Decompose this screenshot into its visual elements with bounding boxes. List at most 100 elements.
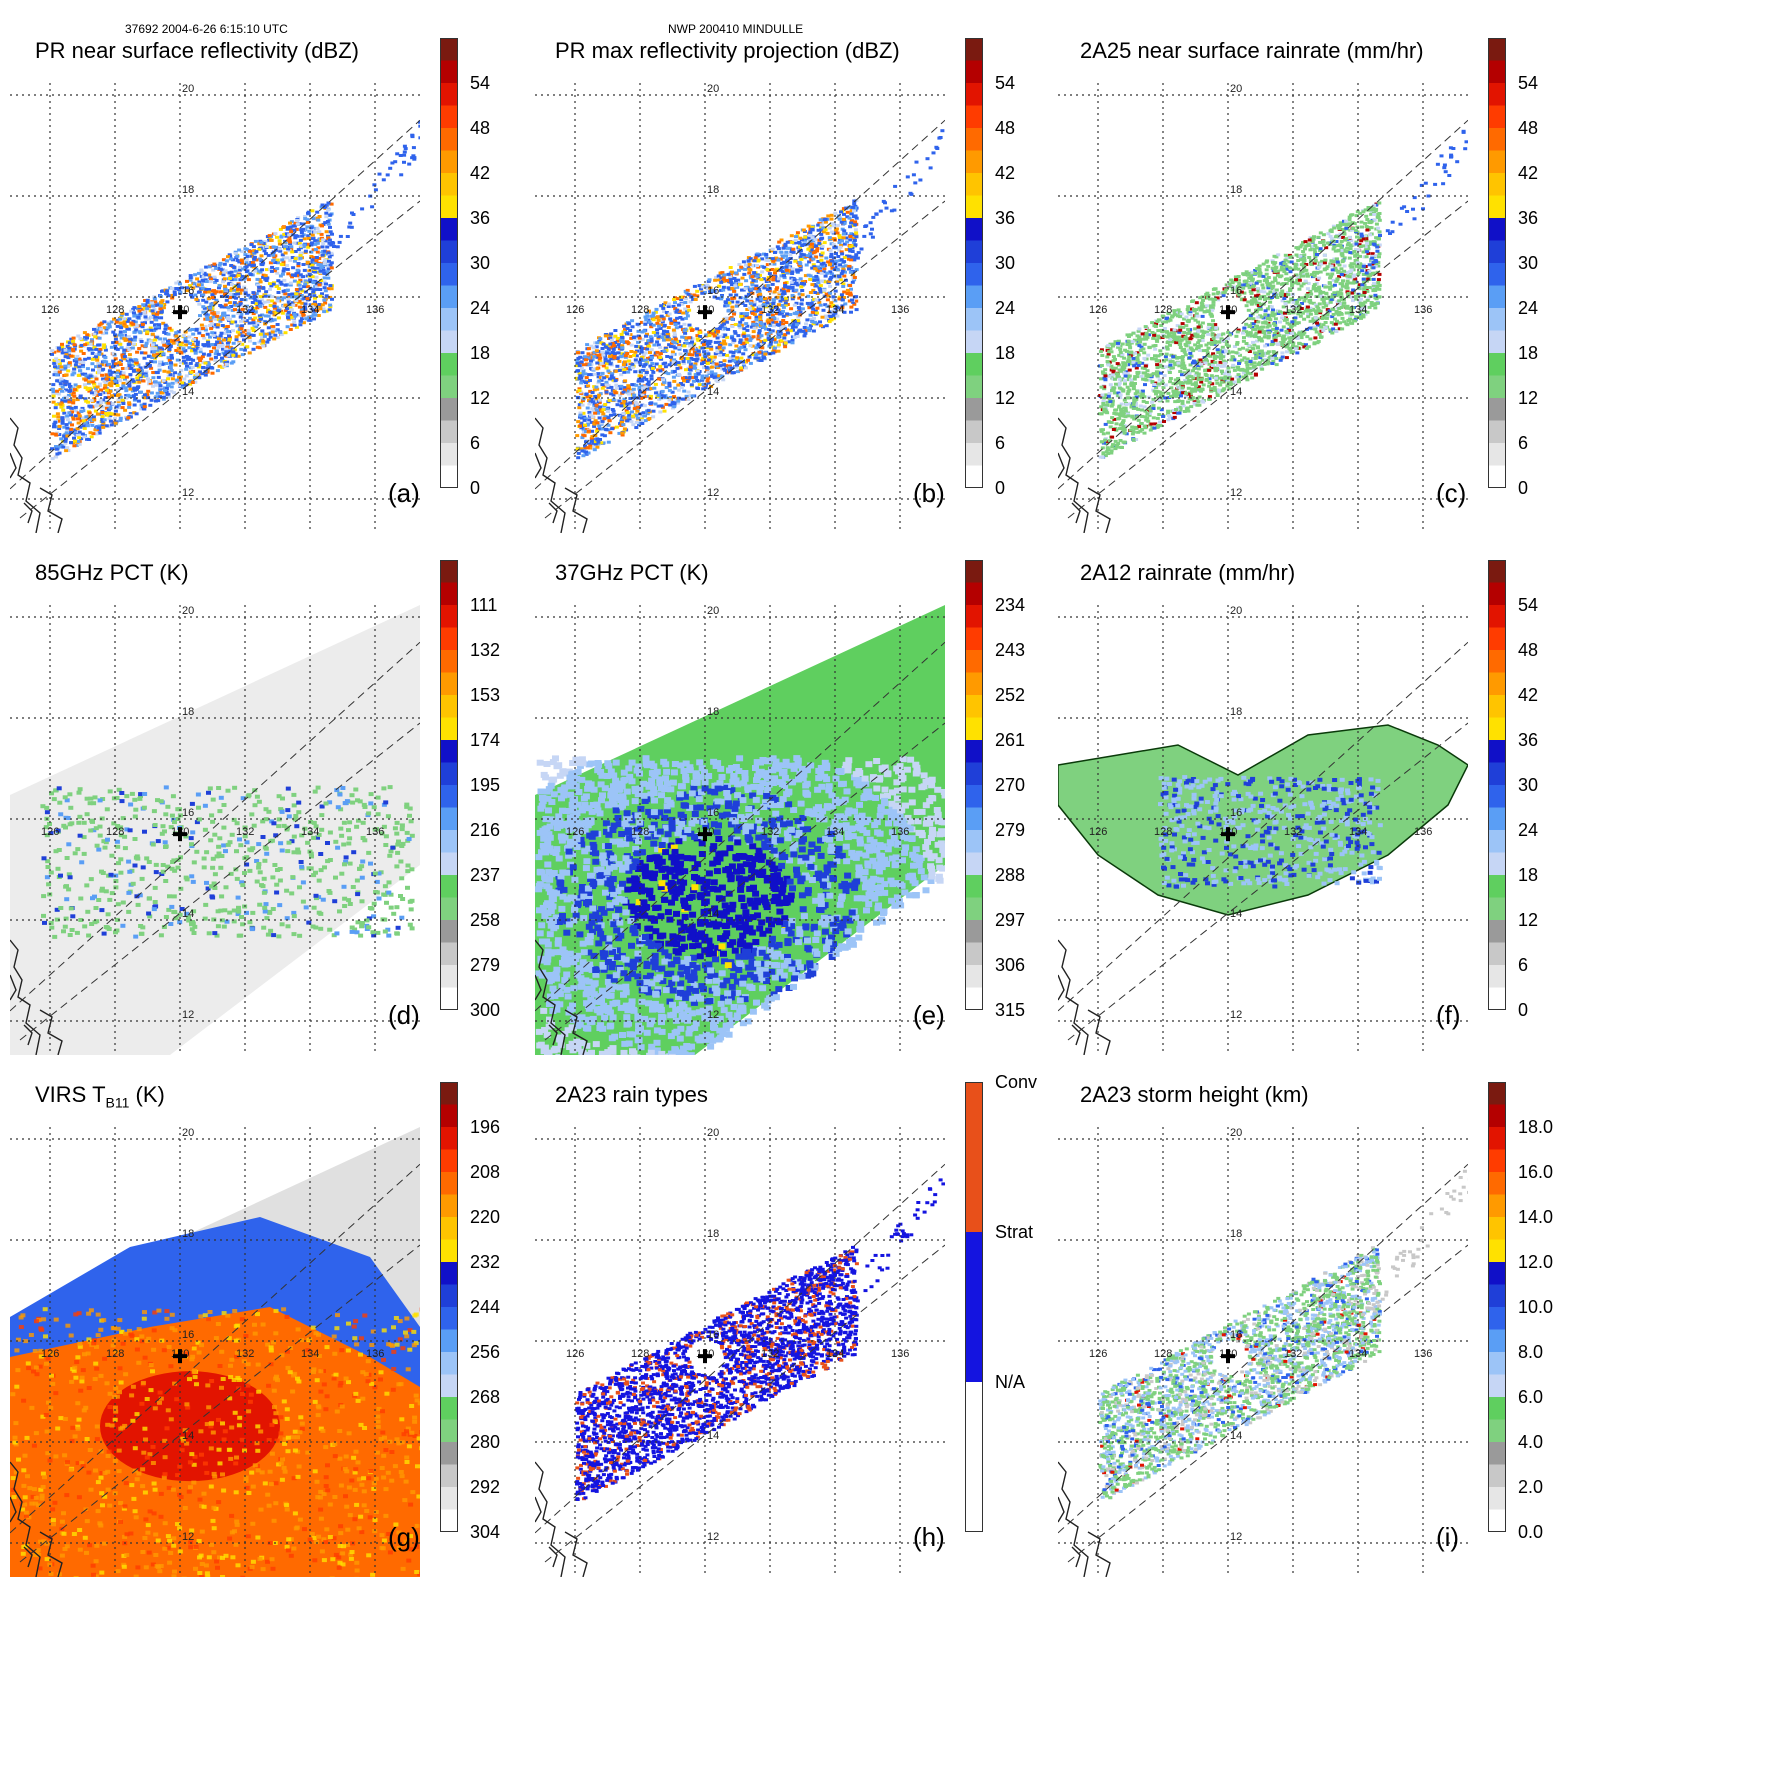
pr-pixel <box>229 264 234 267</box>
pr-pixel <box>190 295 195 299</box>
pr-pixel <box>252 257 257 261</box>
pr-pixel <box>727 301 732 305</box>
pr-pixel <box>92 346 97 350</box>
pr-pixel <box>263 305 268 309</box>
pr-pixel <box>656 324 661 328</box>
pr-pixel <box>743 304 748 307</box>
pr-pixel <box>316 218 321 222</box>
pr-pixel <box>123 377 127 381</box>
pr-pixel <box>172 290 177 294</box>
pr-pixel <box>755 274 760 278</box>
pr-pixel <box>278 280 283 284</box>
pr-pixel <box>603 427 608 431</box>
pr-pixel <box>187 328 192 332</box>
pr-pixel <box>676 399 681 403</box>
pr-pixel <box>578 411 583 415</box>
pr-pixel <box>718 325 723 329</box>
pr-pixel <box>305 297 310 301</box>
pr-pixel <box>709 347 714 351</box>
pr-pixel <box>722 335 726 339</box>
pr-pixel <box>79 437 84 441</box>
pr-pixel <box>636 334 641 338</box>
pr-pixel <box>314 256 319 259</box>
pr-pixel <box>80 372 85 376</box>
colorbar-tick-label: 0 <box>470 478 481 498</box>
pr-pixel <box>633 400 638 404</box>
pr-pixel <box>299 231 304 234</box>
pr-pixel <box>847 205 852 209</box>
pr-pixel <box>74 357 79 361</box>
pr-pixel <box>808 245 813 249</box>
pr-pixel <box>677 309 682 313</box>
pr-pixel <box>293 221 298 225</box>
pr-pixel <box>738 340 743 344</box>
pr-pixel <box>829 255 834 259</box>
pr-pixel <box>293 257 298 261</box>
pr-pixel <box>53 420 58 424</box>
pr-pixel <box>349 225 354 229</box>
pr-pixel <box>72 367 77 371</box>
pr-pixel <box>599 441 604 445</box>
pr-pixel <box>66 365 71 368</box>
pr-pixel <box>282 233 287 236</box>
pr-pixel <box>620 402 625 405</box>
pr-pixel <box>657 398 662 401</box>
pr-pixel <box>132 314 137 318</box>
pr-pixel <box>169 385 174 389</box>
pr-pixel <box>595 387 600 391</box>
pr-pixel <box>326 267 331 271</box>
pr-pixel <box>222 270 227 274</box>
pr-pixel <box>161 289 166 293</box>
pr-pixel <box>817 286 822 290</box>
pr-pixel <box>240 274 244 278</box>
pr-pixel <box>162 369 167 373</box>
pr-pixel <box>220 356 224 360</box>
pr-pixel <box>722 367 727 371</box>
pr-pixel <box>125 327 130 331</box>
pr-pixel <box>252 294 257 298</box>
pr-pixel <box>576 351 581 355</box>
pr-pixel <box>139 351 144 355</box>
pr-pixel <box>802 334 807 338</box>
pr-pixel <box>778 290 783 294</box>
pr-pixel <box>648 358 653 362</box>
pr-pixel <box>269 269 274 273</box>
pr-pixel <box>294 325 299 329</box>
pr-pixel <box>820 251 825 255</box>
pr-pixel <box>194 344 199 348</box>
pr-pixel <box>731 351 736 354</box>
pr-pixel <box>103 356 108 359</box>
pr-pixel <box>57 433 62 436</box>
pr-pixel <box>636 416 641 420</box>
pr-pixel <box>700 291 705 295</box>
pr-pixel <box>295 241 300 245</box>
pr-pixel <box>257 314 262 318</box>
pr-pixel <box>677 339 682 343</box>
pr-pixel <box>618 345 623 349</box>
pr-pixel <box>104 406 109 410</box>
pr-pixel <box>235 303 240 307</box>
pr-pixel <box>209 366 214 369</box>
pr-pixel <box>814 298 819 302</box>
pr-pixel <box>305 260 310 264</box>
pr-pixel <box>852 202 857 206</box>
pr-pixel <box>588 400 593 404</box>
pr-pixel <box>224 350 229 354</box>
pr-pixel <box>715 379 720 383</box>
pr-pixel <box>301 245 306 249</box>
pr-pixel <box>752 271 757 275</box>
pr-pixel <box>694 359 699 363</box>
pr-pixel <box>176 347 181 351</box>
pr-pixel <box>273 329 278 333</box>
pr-pixel <box>582 434 587 438</box>
pr-pixel <box>649 348 654 352</box>
pr-pixel <box>412 156 417 160</box>
pr-pixel <box>166 377 171 381</box>
pr-pixel <box>602 417 607 421</box>
pr-pixel <box>64 449 69 453</box>
pr-pixel <box>773 306 778 310</box>
pr-pixel <box>98 347 103 351</box>
pr-pixel <box>744 279 749 283</box>
pr-pixel <box>166 370 171 374</box>
pr-pixel <box>811 329 816 333</box>
